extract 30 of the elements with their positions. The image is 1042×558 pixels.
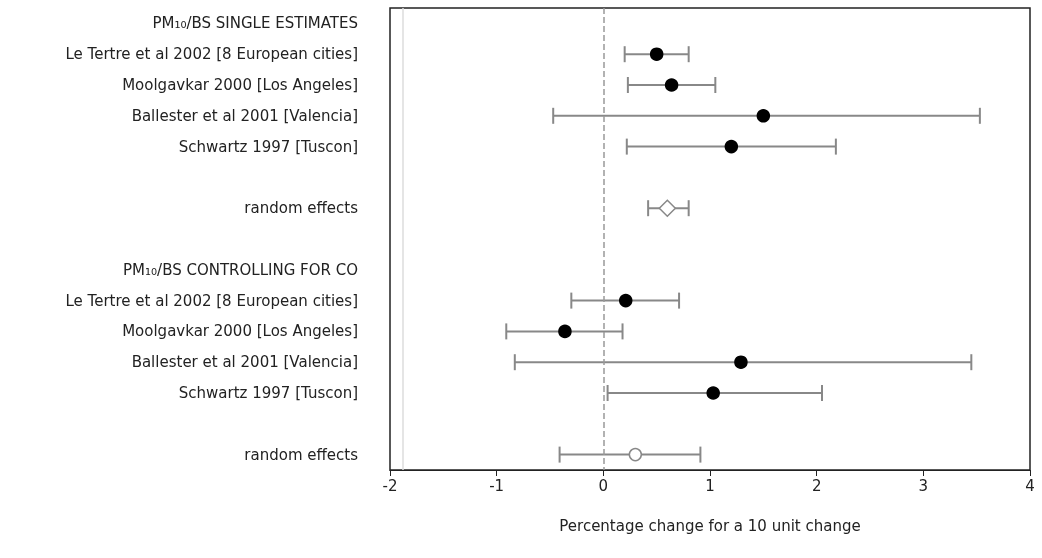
- x-axis-title: Percentage change for a 10 unit change: [559, 516, 861, 535]
- y-tick-label: random effects: [244, 445, 359, 464]
- point: [628, 447, 643, 462]
- point: [706, 386, 720, 400]
- y-tick-label: Moolgavkar 2000 [Los Angeles]: [122, 76, 358, 94]
- y-tick-label: Schwartz 1997 [Tuscon]: [178, 137, 358, 156]
- point: [724, 139, 739, 154]
- point: [558, 324, 572, 339]
- x-tick-label: -1: [489, 476, 505, 495]
- y-tick-label: Moolgavkar 2000 [Los Angeles]: [122, 322, 358, 341]
- point: [649, 47, 664, 61]
- y-tick-label: random effects: [244, 199, 359, 218]
- point: [664, 78, 679, 92]
- point: [756, 109, 771, 123]
- x-tick-label: -2: [382, 476, 398, 495]
- y-tick-label: Ballester et al 2001 [Valencia]: [131, 106, 358, 125]
- x-tick-label: 3: [918, 476, 929, 495]
- x-tick-label: 2: [811, 476, 822, 495]
- y-tick-label: PM₁₀/BS CONTROLLING FOR CO: [123, 260, 358, 279]
- y-tick-label: Le Tertre et al 2002 [8 European cities]: [65, 45, 358, 64]
- point: [734, 355, 748, 369]
- x-tick-label: 0: [598, 476, 609, 495]
- y-tick-label: PM₁₀/BS SINGLE ESTIMATES: [152, 14, 358, 33]
- point: [619, 293, 633, 308]
- y-tick-label: Ballester et al 2001 [Valencia]: [131, 353, 358, 372]
- point: [658, 199, 677, 217]
- x-tick-label: 1: [705, 476, 715, 495]
- y-tick-label: Le Tertre et al 2002 [8 European cities]: [65, 291, 358, 310]
- y-tick-label: Schwartz 1997 [Tuscon]: [178, 384, 358, 402]
- x-tick-label: 4: [1025, 476, 1035, 495]
